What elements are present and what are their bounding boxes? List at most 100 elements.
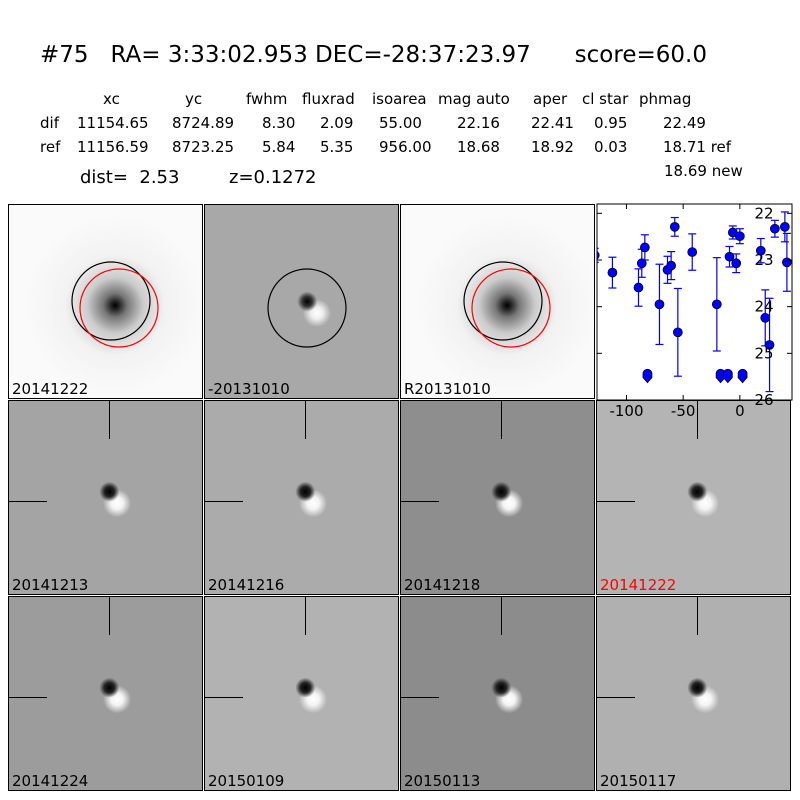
header-aper: aper bbox=[533, 90, 568, 108]
data-point bbox=[597, 251, 600, 260]
crosshair-vertical bbox=[109, 597, 110, 635]
cell-aper: 22.41 bbox=[531, 114, 574, 132]
crosshair-horizontal bbox=[205, 697, 243, 698]
crosshair-vertical bbox=[501, 597, 502, 635]
cell-isoarea: 55.00 bbox=[379, 114, 422, 132]
data-point bbox=[780, 222, 790, 232]
row-label: ref bbox=[40, 138, 61, 156]
aperture-circle bbox=[267, 268, 347, 348]
upper-limit-marker bbox=[715, 368, 726, 384]
cell-cl-star: 0.95 bbox=[594, 114, 628, 132]
data-point bbox=[731, 258, 742, 269]
data-point bbox=[666, 260, 676, 271]
y-tick-label: 22 bbox=[754, 204, 773, 222]
crosshair-horizontal bbox=[401, 697, 439, 698]
data-point bbox=[711, 299, 722, 310]
cutout-date-label: -20131010 bbox=[208, 380, 290, 398]
cutout-date-label: 20150117 bbox=[600, 772, 677, 790]
crosshair-vertical bbox=[697, 597, 698, 635]
upper-limit-marker bbox=[722, 368, 733, 384]
aperture-circles bbox=[463, 261, 551, 348]
image-cutout: 20150117 bbox=[596, 596, 791, 791]
cutout-date-label: 20141218 bbox=[404, 576, 481, 594]
x-tick-label: 0 bbox=[735, 402, 745, 420]
data-point bbox=[770, 223, 780, 234]
cutout-date-label: 20141222 bbox=[12, 380, 89, 398]
image-cutout: 20141222 bbox=[596, 400, 791, 595]
image-cutout: 20141216 bbox=[204, 400, 399, 595]
image-cutout: 20150109 bbox=[204, 596, 399, 791]
cell-aper: 18.92 bbox=[531, 138, 574, 156]
data-point bbox=[724, 251, 735, 262]
cutout-date-label: R20131010 bbox=[404, 380, 491, 398]
crosshair-horizontal bbox=[205, 501, 243, 502]
data-point bbox=[755, 245, 766, 256]
data-point bbox=[687, 247, 698, 257]
plot-area bbox=[596, 203, 793, 401]
crosshair-vertical bbox=[501, 401, 502, 439]
image-cutout: 20150113 bbox=[400, 596, 595, 791]
cutout-date-label: 20141224 bbox=[12, 772, 89, 790]
image-cutout: R20131010 bbox=[400, 204, 595, 399]
row-label: dif bbox=[40, 114, 59, 132]
data-point bbox=[734, 231, 745, 242]
cell-xc: 11154.65 bbox=[77, 114, 149, 132]
cell-fluxrad: 2.09 bbox=[320, 114, 354, 132]
crosshair-vertical bbox=[305, 597, 306, 635]
cutout-date-label: 20150113 bbox=[404, 772, 481, 790]
y-tick-label: 26 bbox=[754, 391, 773, 409]
header-cl-star: cl star bbox=[582, 90, 629, 108]
cutout-date-label: 20141213 bbox=[12, 576, 89, 594]
image-cutout: 20141218 bbox=[400, 400, 595, 595]
x-tick-label: -100 bbox=[609, 402, 643, 420]
crosshair-horizontal bbox=[597, 501, 635, 502]
image-cutout: -20131010 bbox=[204, 204, 399, 399]
image-cutout: 20141222 bbox=[8, 204, 203, 399]
image-cutout: 20141224 bbox=[8, 596, 203, 791]
data-point bbox=[633, 282, 644, 293]
header-mag-auto: mag auto bbox=[438, 90, 510, 108]
redshift-value: z=0.1272 bbox=[229, 167, 317, 188]
header-xc: xc bbox=[103, 90, 120, 108]
crosshair-horizontal bbox=[401, 501, 439, 502]
cell-fwhm: 5.84 bbox=[262, 138, 296, 156]
cell-mag-auto: 22.16 bbox=[457, 114, 500, 132]
data-point bbox=[636, 258, 647, 269]
aperture-circles bbox=[71, 261, 159, 348]
header-fwhm: fwhm bbox=[246, 90, 288, 108]
data-point bbox=[764, 340, 775, 350]
dist-value: dist= 2.53 bbox=[80, 167, 180, 188]
data-point bbox=[669, 222, 680, 232]
y-tick-label: 24 bbox=[754, 298, 773, 316]
crosshair-vertical bbox=[697, 401, 698, 439]
crosshair-horizontal bbox=[9, 501, 47, 502]
cell-yc: 8723.25 bbox=[172, 138, 235, 156]
cutout-date-label: 20141216 bbox=[208, 576, 285, 594]
image-cutout: 20141213 bbox=[8, 400, 203, 595]
data-point bbox=[639, 242, 650, 253]
crosshair-horizontal bbox=[9, 697, 47, 698]
y-tick-label: 23 bbox=[754, 251, 773, 269]
cell-xc: 11156.59 bbox=[77, 138, 149, 156]
upper-limit-marker bbox=[737, 368, 748, 384]
y-tick-label: 25 bbox=[754, 344, 773, 362]
header-fluxrad: fluxrad bbox=[302, 90, 355, 108]
header-isoarea: isoarea bbox=[372, 90, 427, 108]
cell-cl-star: 0.03 bbox=[594, 138, 628, 156]
crosshair-vertical bbox=[305, 401, 306, 439]
header-phmag: phmag bbox=[639, 90, 692, 108]
cell-phmag: 18.71 ref bbox=[663, 138, 732, 156]
phmag-new: 18.69 new bbox=[664, 162, 743, 180]
data-point bbox=[654, 299, 665, 310]
cell-yc: 8724.89 bbox=[172, 114, 235, 132]
crosshair-horizontal bbox=[597, 697, 635, 698]
cell-phmag: 22.49 bbox=[663, 114, 706, 132]
data-point bbox=[607, 267, 618, 278]
upper-limit-marker bbox=[642, 368, 653, 384]
x-tick-label: -50 bbox=[671, 402, 696, 420]
header-yc: yc bbox=[185, 90, 203, 108]
crosshair-vertical bbox=[109, 401, 110, 439]
data-point bbox=[782, 257, 792, 268]
data-layer bbox=[597, 211, 792, 393]
